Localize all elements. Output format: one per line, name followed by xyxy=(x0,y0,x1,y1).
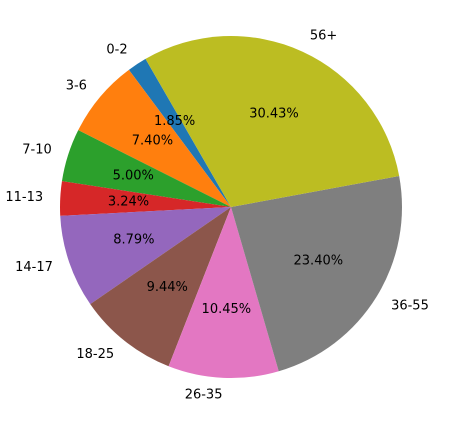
category-label-14-17: 14-17 xyxy=(15,260,53,275)
percent-label-18-25: 9.44% xyxy=(147,280,188,295)
pie-slice-3-6 xyxy=(78,69,231,207)
pie-slices xyxy=(60,36,402,378)
pie-slice-7-10 xyxy=(61,130,231,207)
percent-label-3-6: 7.40% xyxy=(132,134,173,149)
category-label-56-plus: 56+ xyxy=(310,29,337,44)
category-label-36-55: 36-55 xyxy=(391,298,429,313)
percent-label-36-55: 23.40% xyxy=(294,253,344,268)
pie-slice-11-13 xyxy=(60,181,231,216)
percent-label-26-35: 10.45% xyxy=(202,302,252,317)
pie-slice-56-plus xyxy=(145,36,400,207)
percent-label-14-17: 8.79% xyxy=(113,233,154,248)
percent-label-56-plus: 30.43% xyxy=(249,106,299,121)
percent-label-0-2: 1.85% xyxy=(154,114,195,129)
category-label-11-13: 11-13 xyxy=(5,190,43,205)
category-label-7-10: 7-10 xyxy=(22,142,52,157)
pie-slice-0-2 xyxy=(128,58,231,207)
pie-percent-labels: 1.85% 7.40% 5.00% 3.24% 8.79% 9.44% 10.45% 23.4… xyxy=(108,106,343,317)
pie-slice-26-35 xyxy=(168,207,279,378)
pie-slice-36-55 xyxy=(231,175,402,372)
category-label-18-25: 18-25 xyxy=(76,347,114,362)
percent-label-7-10: 5.00% xyxy=(113,168,154,183)
pie-slice-18-25 xyxy=(90,207,231,367)
pie-slice-14-17 xyxy=(60,207,232,305)
category-label-0-2: 0-2 xyxy=(106,42,127,57)
category-label-3-6: 3-6 xyxy=(66,79,87,94)
percent-label-11-13: 3.24% xyxy=(108,194,149,209)
pie-category-labels: 0-2 3-6 7-10 11-13 14-17 18-25 26-35 36-55 56+ xyxy=(5,29,429,403)
category-label-26-35: 26-35 xyxy=(185,387,223,402)
